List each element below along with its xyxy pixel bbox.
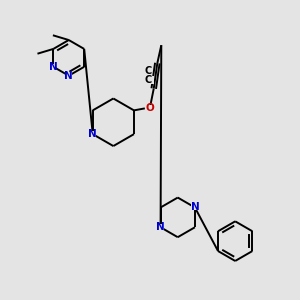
Text: N: N	[156, 222, 165, 232]
Bar	[146, 105, 154, 111]
Text: C: C	[145, 66, 152, 76]
Bar	[66, 73, 72, 78]
Bar	[157, 224, 164, 230]
Bar	[89, 131, 96, 137]
Bar	[191, 205, 198, 210]
Text: C: C	[145, 75, 152, 85]
Text: N: N	[49, 62, 58, 72]
Text: N: N	[64, 71, 73, 81]
Text: O: O	[146, 103, 154, 113]
Text: N: N	[190, 202, 199, 212]
Bar	[50, 64, 56, 69]
Bar	[144, 76, 154, 84]
Text: N: N	[88, 129, 97, 139]
